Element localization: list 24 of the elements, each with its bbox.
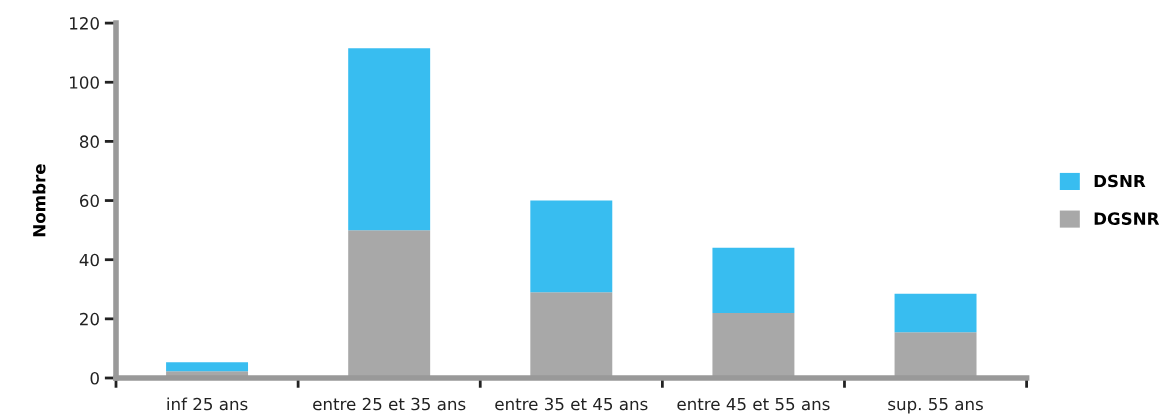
bar [530,292,613,378]
y-tick-label: 80 [79,135,99,148]
x-tick-label: inf 25 ans [167,397,248,411]
bar [712,312,795,378]
y-tick-label: 100 [70,76,99,89]
bar [894,332,977,378]
bar [348,230,431,378]
y-axis-title: Nombre [32,164,46,237]
y-tick-label: 120 [70,17,99,30]
x-tick-label: entre 45 et 55 ans [677,397,830,411]
y-tick-label: 0 [90,371,99,385]
bar [166,362,249,372]
bar [894,293,977,333]
y-tick-label: 40 [79,253,99,267]
legend-label: DSNR [1094,174,1146,188]
y-tick-label: 60 [79,194,99,208]
bar [530,200,613,293]
y-tick-label: 20 [80,312,99,326]
bar [348,48,431,231]
x-tick-label: entre 35 et 45 ans [495,397,648,411]
x-tick-label: sup. 55 ans [888,397,983,414]
bar [712,247,795,313]
x-tick-label: entre 25 et 35 ans [313,397,466,411]
legend-label: DGSNR [1094,212,1160,225]
